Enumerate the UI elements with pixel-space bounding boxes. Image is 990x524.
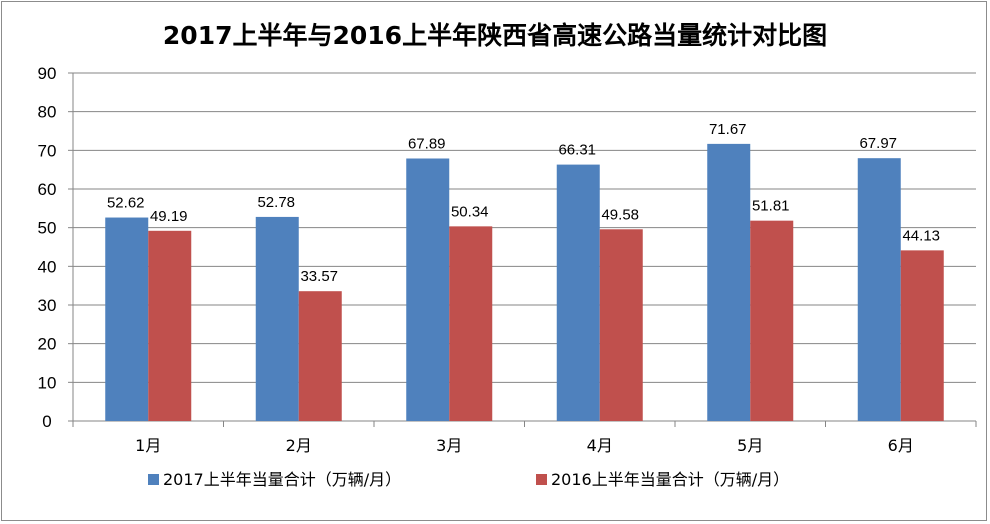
x-tick-label: 4月 [587,436,613,455]
data-label: 33.57 [300,268,338,285]
bar [449,226,493,421]
y-tick-label: 70 [38,141,57,160]
x-axis: 1月 2月 3月 4月 5月 6月 [72,420,977,455]
y-tick-label: 50 [38,219,57,238]
bar [750,220,794,421]
legend-label: 2016上半年当量合计（万辆/月） [551,470,789,489]
bar [298,291,342,421]
y-tick-label: 10 [38,373,57,392]
bar [857,158,901,421]
bar [255,216,299,421]
y-axis: 0 10 20 30 40 50 60 70 80 90 [38,64,74,431]
x-tick-label: 3月 [436,436,462,455]
x-tick-label: 2月 [286,436,312,455]
data-label: 67.89 [408,135,446,152]
data-label: 49.58 [601,206,639,223]
bar [707,143,751,421]
y-tick-label: 80 [38,103,57,122]
gridlines [73,72,976,383]
bars [105,143,944,422]
bar [105,217,149,421]
bar [556,164,600,422]
y-tick-label: 40 [38,257,57,276]
data-label: 51.81 [752,198,790,215]
data-label: 71.67 [709,121,747,138]
legend: 2017上半年当量合计（万辆/月） 2016上半年当量合计（万辆/月） [148,470,789,489]
y-tick-label: 30 [38,296,57,315]
y-tick-label: 90 [38,64,57,83]
data-label: 52.78 [257,194,295,211]
x-tick-label: 1月 [135,436,161,455]
y-tick-label: 60 [38,180,57,199]
chart-title: 2017上半年与2016上半年陕西省高速公路当量统计对比图 [163,21,827,50]
bar [148,230,192,421]
legend-label: 2017上半年当量合计（万辆/月） [163,470,401,489]
data-label: 44.13 [902,227,940,244]
x-tick-label: 6月 [888,436,914,455]
y-tick-label: 20 [38,335,57,354]
data-label: 50.34 [451,203,489,220]
legend-swatch [148,474,159,485]
data-label: 67.97 [859,135,897,152]
data-label: 52.62 [107,195,145,212]
data-labels: 52.62 49.19 52.78 33.57 67.89 50.34 66.31 49.58… [107,121,940,285]
x-tick-label: 5月 [737,436,763,455]
legend-swatch [536,474,547,485]
bar [406,158,450,421]
bar [599,229,643,421]
bar [900,250,944,421]
data-label: 49.19 [150,208,188,225]
y-tick-label: 0 [42,412,51,431]
data-label: 66.31 [558,142,596,159]
